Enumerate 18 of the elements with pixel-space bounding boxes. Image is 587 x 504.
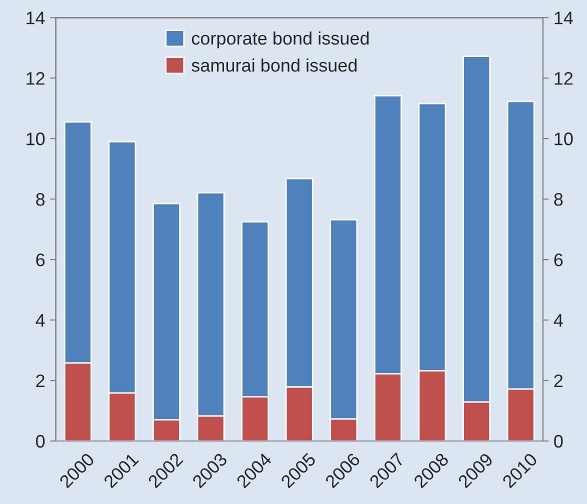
y-tick-label: 6 (36, 253, 45, 266)
y2-tick-label: 8 (554, 193, 563, 206)
y-tick-label: 2 (36, 374, 44, 388)
y-tick-label: 4 (36, 314, 45, 327)
y-tick-label: 0 (36, 434, 45, 448)
legend-label: corporate bond issued (192, 31, 369, 48)
y-tick-label: 8 (36, 193, 45, 206)
y2-tick-label: 0 (554, 434, 563, 448)
y2-tick-label: 2 (554, 374, 563, 388)
y2-tick-label: 10 (554, 132, 573, 146)
y-tick-label: 14 (26, 12, 45, 24)
y2-tick-label: 6 (554, 253, 563, 266)
y-tick-label: 10 (26, 132, 45, 146)
y2-tick-label: 4 (554, 314, 563, 327)
y-tick-label: 12 (26, 72, 44, 85)
y2-tick-label: 12 (554, 72, 573, 85)
legend-label: samurai bond issued (192, 58, 357, 72)
y2-tick-label: 14 (554, 12, 573, 24)
